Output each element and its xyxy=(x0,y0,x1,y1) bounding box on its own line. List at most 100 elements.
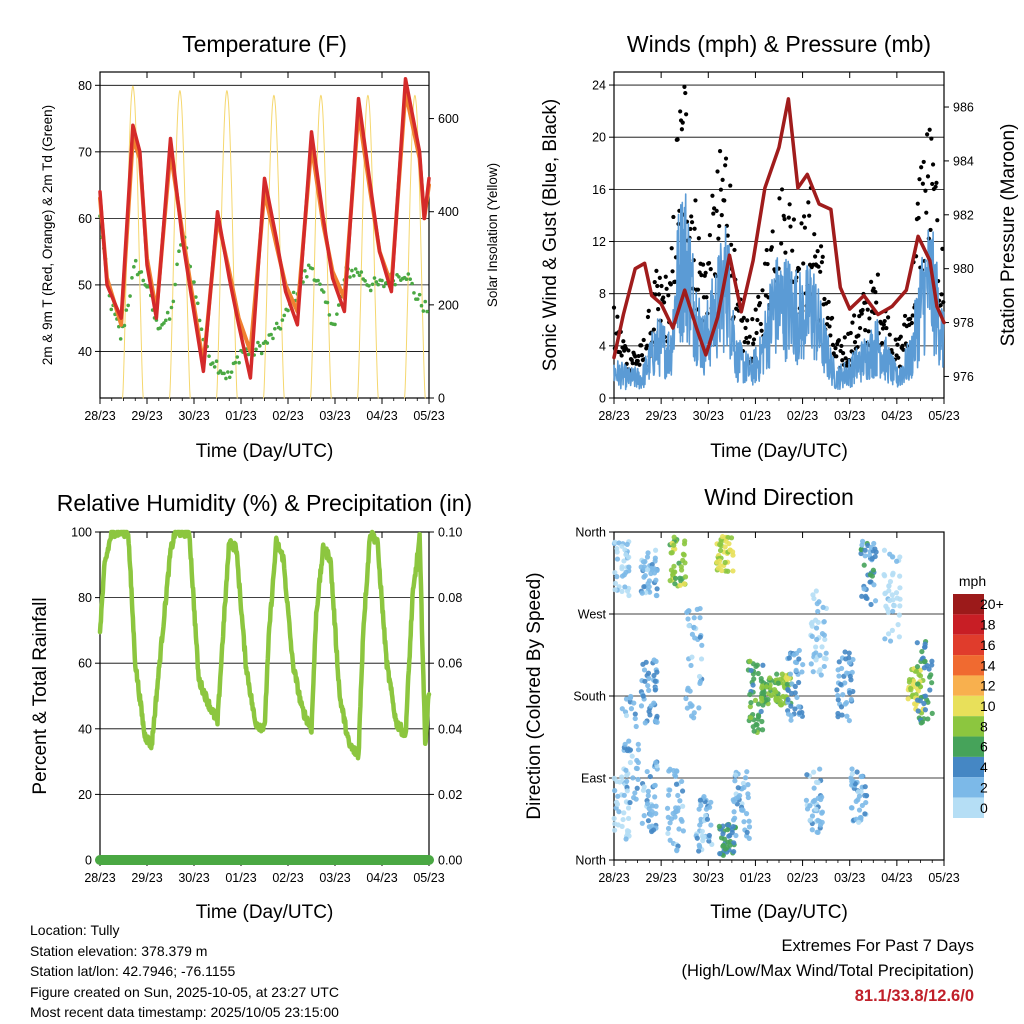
wind-direction-point xyxy=(792,659,799,665)
wind-direction-point xyxy=(635,741,641,747)
wind_direction-xtick-label: 30/23 xyxy=(693,871,724,885)
gust-point xyxy=(825,315,830,321)
wind-direction-point xyxy=(905,696,911,702)
wind-direction-point xyxy=(665,825,672,832)
wind-direction-point xyxy=(862,547,868,553)
wind-direction-point xyxy=(622,741,628,747)
wind-direction-point xyxy=(777,701,783,707)
gust-point xyxy=(843,356,848,361)
dewpoint-point xyxy=(280,318,285,322)
wind-direction-point xyxy=(640,693,646,699)
dewpoint-point xyxy=(259,351,264,356)
wind-direction-point xyxy=(796,656,802,662)
wind-direction-point xyxy=(612,569,618,576)
wind-direction-point xyxy=(815,817,821,823)
wind-direction-point xyxy=(915,681,921,687)
wind-direction-point xyxy=(633,796,639,802)
gust-point xyxy=(645,314,651,320)
gust-point xyxy=(939,292,944,297)
dewpoint-point xyxy=(132,265,136,269)
wind-direction-point xyxy=(680,803,686,809)
wind-direction-point xyxy=(671,534,677,540)
dewpoint-point xyxy=(353,267,358,271)
gust-point xyxy=(745,318,750,323)
wind-direction-point xyxy=(612,580,619,586)
wind-direction-point xyxy=(808,661,814,667)
wind-direction-point xyxy=(885,609,891,615)
wind-direction-point xyxy=(735,785,741,791)
dewpoint-point xyxy=(162,321,166,325)
wind-direction-point xyxy=(697,615,703,621)
wind-direction-point xyxy=(857,815,863,821)
dewpoint-point xyxy=(258,344,262,348)
wind-direction-point xyxy=(855,789,861,795)
dewpoint-point xyxy=(350,268,354,273)
gust-point xyxy=(869,279,874,284)
wind-direction-point xyxy=(652,794,658,800)
gust-point xyxy=(661,295,666,300)
gust-point xyxy=(818,269,823,274)
gust-point xyxy=(770,229,775,234)
gust-point xyxy=(818,244,824,249)
wind-direction-point xyxy=(842,701,849,707)
wind-direction-point xyxy=(858,547,864,553)
wind-direction-point xyxy=(730,568,736,574)
wind-direction-point xyxy=(846,660,853,666)
gust-point xyxy=(720,177,725,182)
wind-direction-point xyxy=(821,663,827,670)
winds-ytick-right-label: 986 xyxy=(953,101,974,115)
wind-direction-point xyxy=(645,818,652,824)
wind-direction-point xyxy=(896,612,902,618)
gust-point xyxy=(807,213,812,218)
colorbar-label: 8 xyxy=(980,718,988,734)
gust-point xyxy=(836,338,841,343)
wind-direction-point xyxy=(836,659,842,665)
wind-direction-point xyxy=(672,773,679,779)
dewpoint-point xyxy=(164,318,168,323)
wind-direction-point xyxy=(817,766,823,772)
gust-point xyxy=(898,334,903,339)
wind-direction-point xyxy=(725,534,731,541)
wind-direction-point xyxy=(794,694,800,701)
gust-point xyxy=(718,187,724,192)
wind-direction-point xyxy=(641,584,647,590)
wind-direction-point xyxy=(677,798,683,804)
gust-point xyxy=(781,213,786,218)
temperature-plot-border xyxy=(99,71,430,399)
gust-point xyxy=(682,84,687,89)
wind-direction-point xyxy=(668,567,675,573)
relative-humidity-line xyxy=(97,529,432,761)
wind-direction-point xyxy=(916,672,922,678)
wind-direction-point xyxy=(652,678,658,684)
winds-xlabel: Time (Day/UTC) xyxy=(710,441,848,462)
wind_direction-xtick-label: 01/23 xyxy=(740,871,771,885)
gust-point xyxy=(801,261,806,266)
winds-ytick-right-label: 976 xyxy=(953,370,974,384)
wind-direction-point xyxy=(838,665,845,672)
wind-direction-point xyxy=(897,585,903,591)
gust-point xyxy=(723,156,729,161)
winds-ytick-label: 4 xyxy=(599,339,606,353)
wind-direction-point xyxy=(686,623,692,629)
wind-direction-point xyxy=(863,799,869,806)
wind-direction-point xyxy=(679,778,685,785)
wind-direction-point xyxy=(922,693,929,699)
wind-direction-point xyxy=(634,785,640,791)
wind-direction-point xyxy=(623,767,629,773)
dewpoint-point xyxy=(423,299,428,304)
dewpoint-point xyxy=(367,283,371,288)
wind-direction-point xyxy=(639,590,645,596)
wind-direction-point xyxy=(646,687,652,693)
gust-point xyxy=(617,350,623,355)
gust-point xyxy=(881,322,886,327)
dewpoint-point xyxy=(130,276,134,280)
wind-direction-point xyxy=(641,813,647,819)
gust-point xyxy=(841,351,846,356)
temperature-xtick-label: 02/23 xyxy=(272,409,303,423)
wind-direction-point xyxy=(696,848,702,854)
wind-direction-point xyxy=(646,824,652,830)
gust-point xyxy=(813,254,818,259)
wind-direction-point xyxy=(748,699,754,706)
wind-direction-point xyxy=(644,567,651,573)
gust-point xyxy=(693,198,698,203)
